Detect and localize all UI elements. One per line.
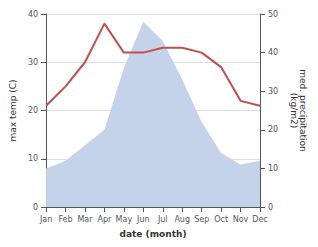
svg-text:50: 50 (268, 10, 278, 19)
svg-text:40: 40 (268, 48, 278, 57)
svg-text:Jan: Jan (39, 215, 52, 224)
svg-text:Dec: Dec (252, 215, 267, 224)
svg-text:med. precipitation: med. precipitation (297, 69, 308, 152)
svg-text:20: 20 (268, 125, 278, 134)
svg-text:Mar: Mar (77, 215, 93, 224)
svg-text:date (month): date (month) (120, 229, 187, 239)
svg-text:May: May (116, 215, 133, 224)
svg-text:max temp (C): max temp (C) (8, 79, 18, 141)
svg-text:Oct: Oct (214, 215, 228, 224)
svg-text:Jul: Jul (157, 215, 168, 224)
svg-text:Jun: Jun (136, 215, 150, 224)
svg-text:Aug: Aug (174, 215, 190, 224)
svg-text:0: 0 (268, 203, 273, 212)
svg-text:10: 10 (28, 154, 38, 163)
svg-text:30: 30 (268, 87, 278, 96)
svg-text:40: 40 (28, 10, 38, 19)
svg-text:Apr: Apr (97, 215, 112, 224)
svg-text:20: 20 (28, 106, 38, 115)
svg-text:10: 10 (268, 164, 278, 173)
svg-text:Feb: Feb (58, 215, 72, 224)
svg-text:30: 30 (28, 58, 38, 67)
svg-text:Nov: Nov (233, 215, 249, 224)
svg-text:(kg/m2): (kg/m2) (289, 93, 299, 128)
svg-text:Sep: Sep (194, 215, 209, 224)
svg-text:0: 0 (33, 203, 38, 212)
